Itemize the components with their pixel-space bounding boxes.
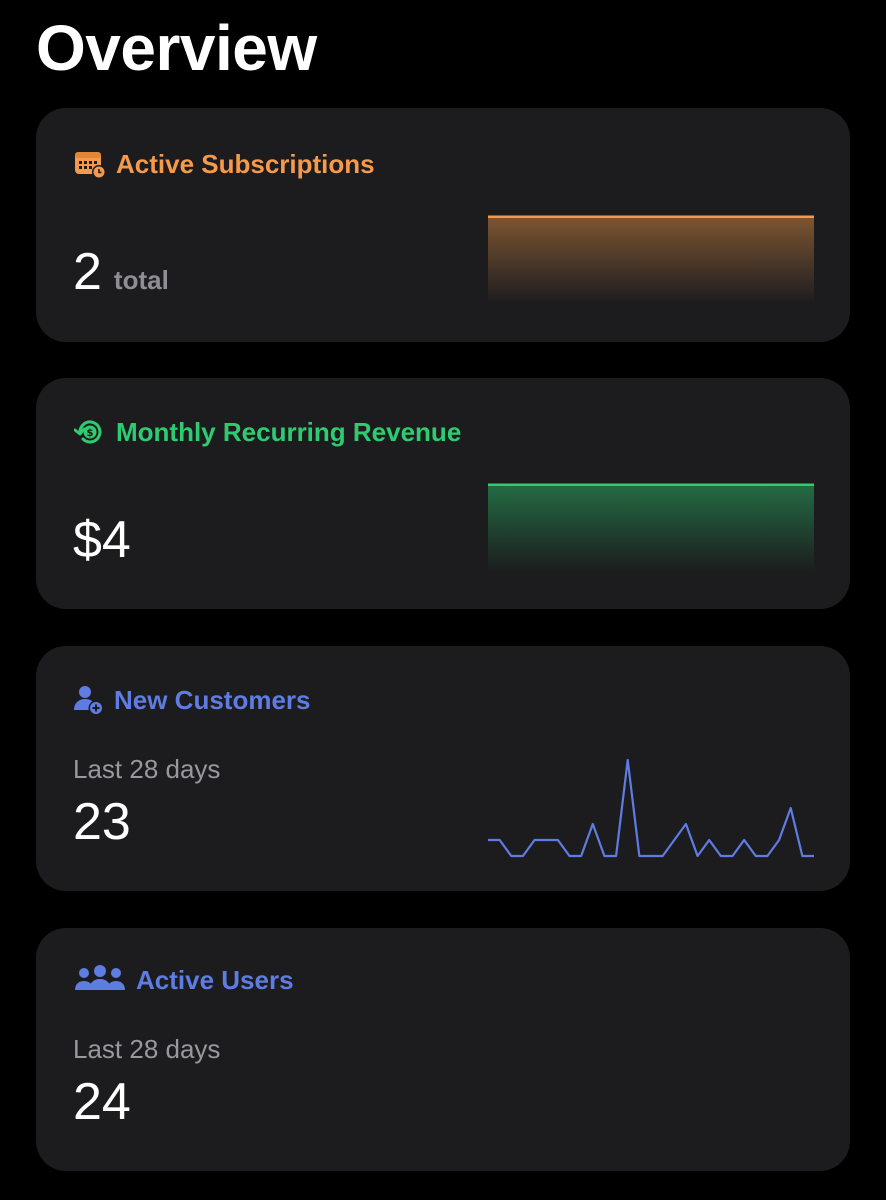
series-line [488,758,814,858]
new-customers-value: 23 [73,794,131,850]
mrr-header: $ Monthly Recurring Revenue [74,416,461,448]
new-customers-line-chart [488,758,814,858]
monthly-recurring-revenue-card[interactable]: $ Monthly Recurring Revenue $4 [36,378,850,609]
area-fill [488,216,814,304]
value-unit: total [113,265,169,295]
area-fill [488,484,814,572]
card-title: Active Users [136,964,294,995]
subscriptions-area-chart [488,215,814,304]
active-users-header: Active Users [74,964,294,996]
period-label: Last 28 days [73,754,221,784]
dollar-refresh-icon: $ [74,416,106,448]
new-customers-card[interactable]: New Customers Last 28 days 23 [36,646,850,891]
active-subscriptions-card[interactable]: Active Subscriptions 2 total [36,108,850,342]
card-title: New Customers [114,684,311,715]
people-group-icon [74,964,126,996]
svg-text:$: $ [87,428,94,439]
subscriptions-value: 2 total [73,244,169,308]
card-title: Active Subscriptions [116,148,375,179]
active-users-value: 24 [73,1074,131,1130]
new-customers-header: New Customers [74,684,311,716]
value-number: 2 [73,243,102,301]
active-users-card[interactable]: Active Users Last 28 days 24 [36,928,850,1171]
period-label: Last 28 days [73,1034,221,1064]
mrr-area-chart [488,483,814,572]
card-title: Monthly Recurring Revenue [116,416,462,447]
active-subscriptions-header: Active Subscriptions [74,148,375,180]
page-title: Overview [36,12,317,84]
value-number: $4 [73,511,131,569]
value-number: 23 [73,793,131,851]
mrr-value: $4 [73,512,131,568]
value-number: 24 [73,1073,131,1131]
calendar-clock-icon [74,148,106,180]
person-add-icon [74,684,104,716]
